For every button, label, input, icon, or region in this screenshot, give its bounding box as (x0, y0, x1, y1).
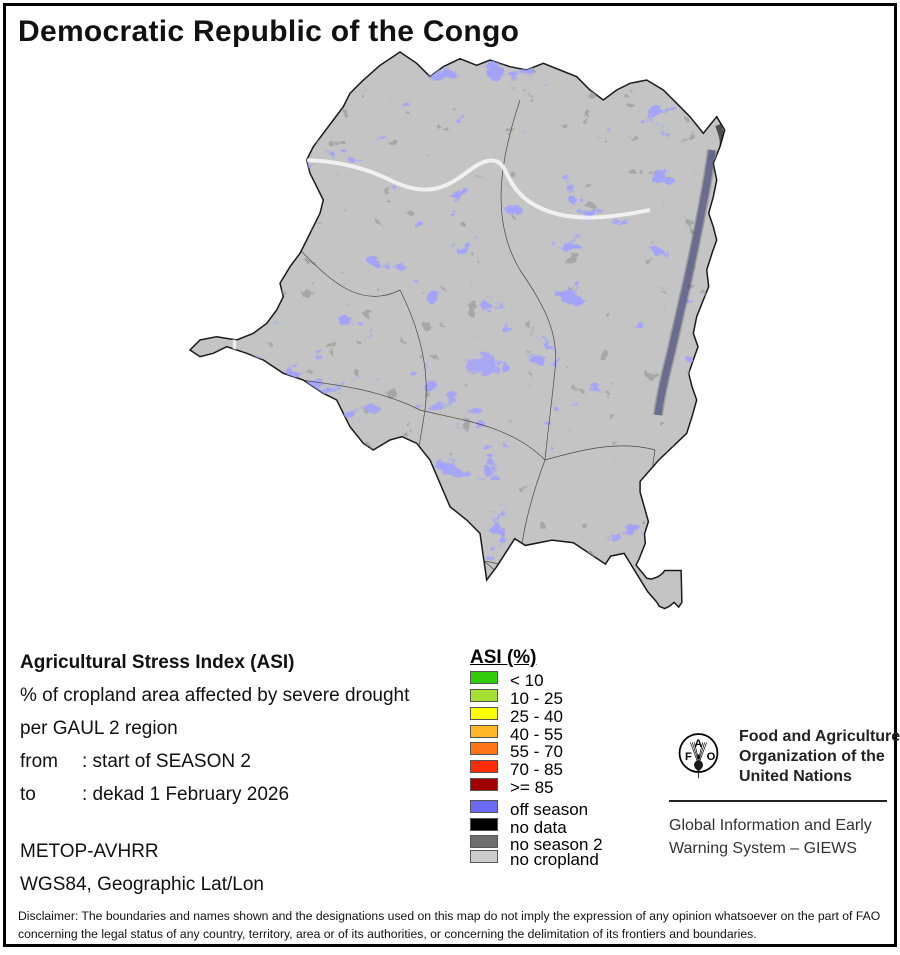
svg-text:O: O (707, 751, 716, 763)
svg-text:F: F (685, 751, 692, 763)
